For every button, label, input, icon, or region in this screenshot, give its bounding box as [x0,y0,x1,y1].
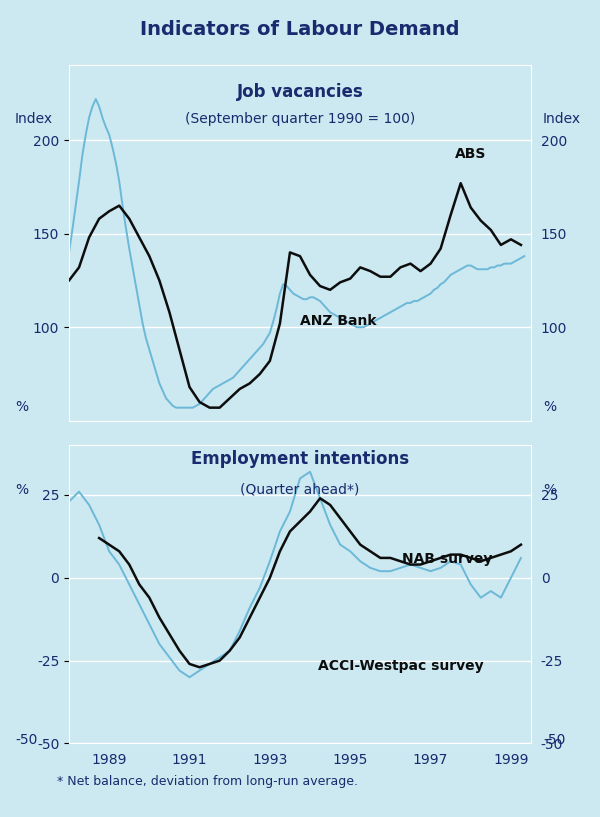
Text: ANZ Bank: ANZ Bank [300,315,377,328]
Text: Indicators of Labour Demand: Indicators of Labour Demand [140,20,460,39]
Text: %: % [543,483,556,497]
Text: NAB survey: NAB survey [401,551,492,565]
Text: (September quarter 1990 = 100): (September quarter 1990 = 100) [185,112,415,126]
Text: ACCI-Westpac survey: ACCI-Westpac survey [319,659,484,673]
Text: Index: Index [15,112,53,126]
Text: * Net balance, deviation from long-run average.: * Net balance, deviation from long-run a… [57,775,358,788]
Text: Employment intentions: Employment intentions [191,449,409,468]
Text: ABS: ABS [455,147,486,161]
Text: %: % [15,483,28,497]
Text: -50: -50 [543,734,565,748]
Text: %: % [15,400,28,413]
Text: %: % [543,400,556,413]
Text: -50: -50 [15,734,37,748]
Text: (Quarter ahead*): (Quarter ahead*) [241,483,359,497]
Text: Index: Index [543,112,581,126]
Text: Job vacancies: Job vacancies [236,83,364,101]
